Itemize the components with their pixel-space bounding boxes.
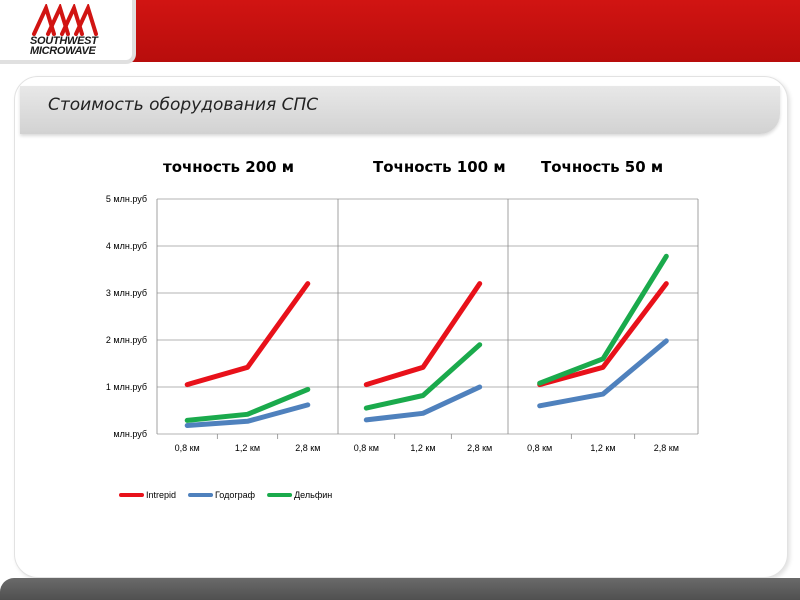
series-line-Intrepid	[363, 281, 483, 388]
x-tick-label: 2,8 км	[295, 443, 320, 453]
series-line-Дельфин	[363, 342, 483, 411]
series-line-Дельфин	[184, 386, 311, 423]
logo-text: SOUTHWEST MICROWAVE	[30, 35, 98, 57]
x-tick-label: 0,8 км	[175, 443, 200, 453]
series-line-Дельфин	[537, 253, 669, 386]
series-line-Годограф	[184, 402, 311, 428]
legend-label: Годограф	[215, 490, 256, 500]
y-tick-label: 5 млн.руб	[106, 194, 147, 204]
y-tick-label: 1 млн.руб	[106, 382, 147, 392]
footer-bar	[0, 578, 800, 600]
x-tick-label: 0,8 км	[527, 443, 552, 453]
y-tick-label: млн.руб	[113, 429, 147, 439]
logo: SOUTHWEST MICROWAVE	[0, 0, 136, 64]
y-tick-label: 2 млн.руб	[106, 335, 147, 345]
slide-title: Стоимость оборудования СПС	[48, 95, 319, 115]
x-tick-label: 0,8 км	[354, 443, 379, 453]
series-line-Годограф	[537, 338, 669, 409]
logo-text-line2: MICROWAVE	[30, 45, 96, 57]
series-line-Intrepid	[184, 281, 311, 388]
x-tick-label: 1,2 км	[410, 443, 435, 453]
panel-title-200m: точность 200 м	[163, 158, 295, 176]
x-tick-label: 1,2 км	[235, 443, 260, 453]
panel-title-100m: Точность 100 м	[373, 158, 506, 176]
legend-label: Дельфин	[294, 490, 332, 500]
x-tick-label: 2,8 км	[654, 443, 679, 453]
x-tick-label: 1,2 км	[590, 443, 615, 453]
logo-stripes-icon	[32, 4, 98, 36]
series-line-Intrepid	[537, 281, 669, 388]
panel-title-50m: Точность 50 м	[541, 158, 664, 176]
y-tick-label: 4 млн.руб	[106, 241, 147, 251]
series-line-Годограф	[363, 384, 483, 423]
x-tick-label: 2,8 км	[467, 443, 492, 453]
legend-label: Intrepid	[146, 490, 176, 500]
logo-text-line1: SOUTHWEST	[30, 35, 98, 47]
y-tick-label: 3 млн.руб	[106, 288, 147, 298]
title-band	[20, 86, 780, 134]
